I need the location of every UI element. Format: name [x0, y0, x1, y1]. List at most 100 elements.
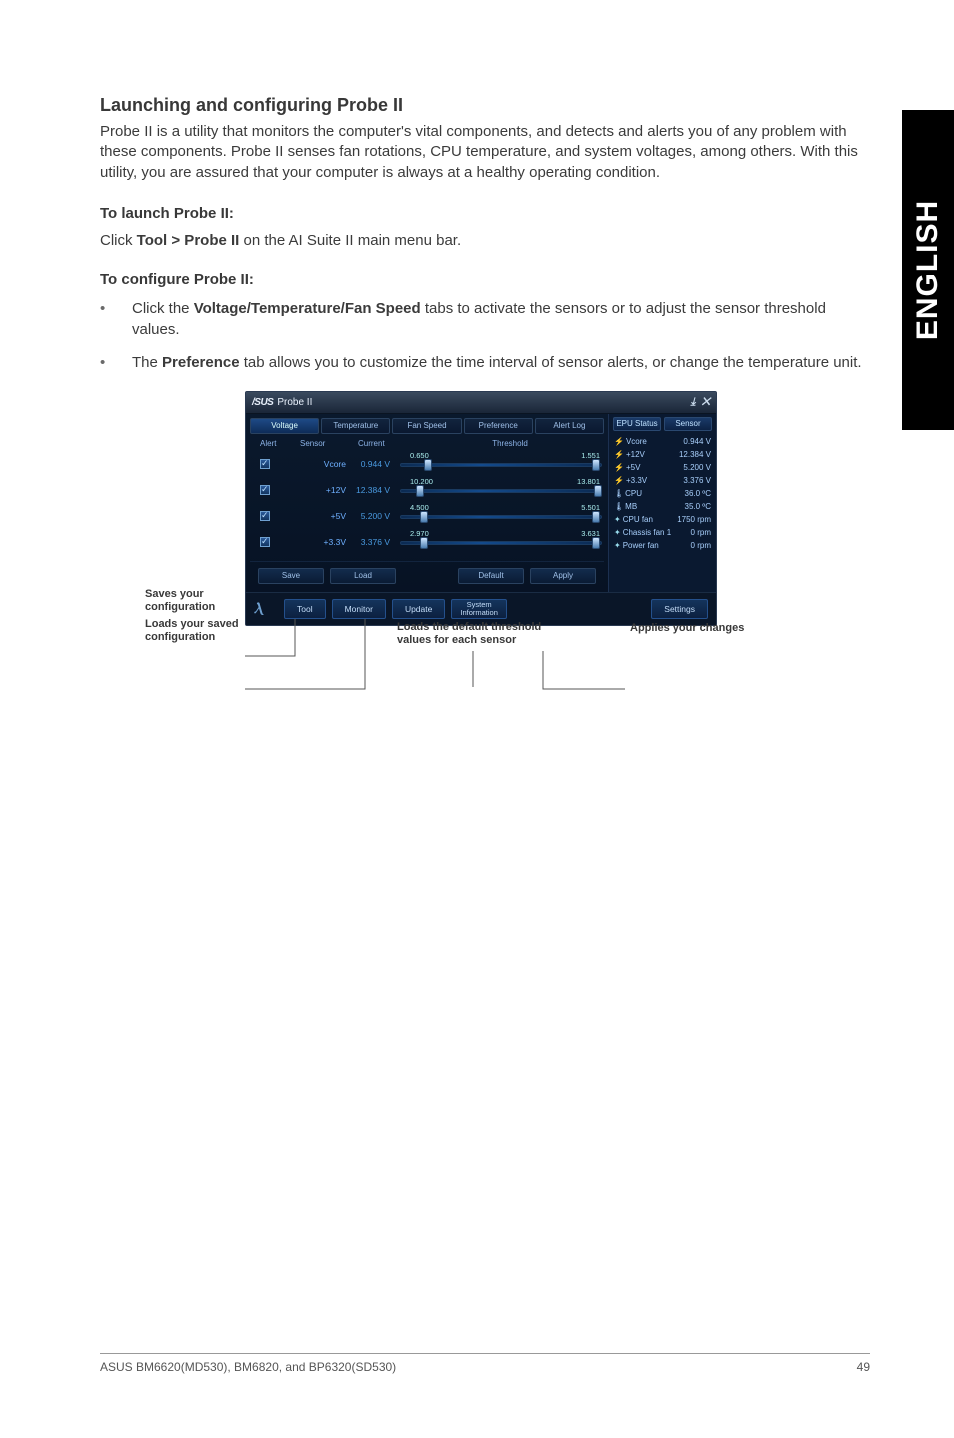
launch-line: Click Tool > Probe II on the AI Suite II… — [100, 232, 870, 249]
sensor-row: +5V5.200 V4.5005.501 — [250, 503, 604, 529]
window-controls[interactable]: ⤓ ✕ — [691, 396, 710, 409]
txt: The — [132, 354, 162, 371]
intro-paragraph: Probe II is a utility that monitors the … — [100, 122, 870, 183]
status-value: 0.944 V — [683, 437, 711, 446]
sensor-current: 3.376 V — [346, 537, 396, 547]
txt: Click the — [132, 300, 194, 317]
window-title: Probe II — [277, 397, 312, 408]
tab-preference[interactable]: Preference — [464, 418, 533, 434]
status-line: Vcore 0.944 V — [613, 435, 712, 448]
status-line: +5V 5.200 V — [613, 461, 712, 474]
default-button[interactable]: Default — [458, 568, 524, 584]
titlebar: /SUS Probe II ⤓ ✕ — [246, 392, 716, 414]
list-item: • Click the Voltage/Temperature/Fan Spee… — [100, 298, 870, 340]
sensor-current: 5.200 V — [346, 511, 396, 521]
action-buttons: Save Load Default Apply — [250, 561, 604, 590]
main-tabs: Voltage Temperature Fan Speed Preference… — [250, 418, 604, 434]
status-name: +12V — [614, 450, 645, 459]
status-value: 3.376 V — [683, 476, 711, 485]
txt-bold: Voltage/Temperature/Fan Speed — [194, 300, 421, 317]
sensor-name: +3.3V — [298, 537, 346, 547]
bullet-dot: • — [100, 352, 132, 373]
sensor-row: +12V12.384 V 10.20013.801 — [250, 477, 604, 503]
status-name: Chassis fan 1 — [614, 528, 671, 537]
bullet-text: Click the Voltage/Temperature/Fan Speed … — [132, 298, 870, 340]
callout-apply: Applies your changes — [630, 622, 790, 635]
status-panel: EPU Status Sensor Vcore 0.944 V +12V 12.384… — [608, 414, 716, 592]
status-line: +12V 12.384 V — [613, 448, 712, 461]
sensor-current: 0.944 V — [346, 459, 396, 469]
settings-button[interactable]: Settings — [651, 599, 708, 619]
txt-bold: Tool > Probe II — [137, 232, 240, 249]
sensor-row: Vcore0.944 V 0.6501.551 — [250, 451, 604, 477]
alert-checkbox[interactable] — [260, 511, 270, 521]
tab-sensor[interactable]: Sensor — [664, 417, 712, 431]
monitor-button[interactable]: Monitor — [332, 599, 386, 619]
footer-page-number: 49 — [857, 1360, 870, 1374]
txt: on the AI Suite II main menu bar. — [239, 232, 461, 249]
tab-epu-status[interactable]: EPU Status — [613, 417, 661, 431]
bullet-text: The Preference tab allows you to customi… — [132, 352, 870, 373]
status-name: Vcore — [614, 437, 647, 446]
sensor-rows: Vcore0.944 V 0.6501.551 +12V12.384 V 10.200… — [250, 451, 604, 555]
sensor-row: +3.3V3.376 V 2.9703.631 — [250, 529, 604, 555]
callout-save: Saves your configuration — [145, 588, 255, 614]
status-value: 36.0 ºC — [685, 489, 712, 498]
apply-button[interactable]: Apply — [530, 568, 596, 584]
hdr-alert: Alert — [260, 439, 300, 448]
status-name: +5V — [614, 463, 640, 472]
status-value: 1750 rpm — [677, 515, 711, 524]
threshold-slider[interactable]: 10.20013.801 — [400, 483, 602, 497]
status-value: 12.384 V — [679, 450, 711, 459]
probe-window: /SUS Probe II ⤓ ✕ Voltage Temperature Fa… — [245, 391, 717, 626]
threshold-slider[interactable]: 0.6501.551 — [400, 457, 602, 471]
alert-checkbox[interactable] — [260, 537, 270, 547]
tab-alert-log[interactable]: Alert Log — [535, 418, 604, 434]
threshold-slider[interactable]: 4.5005.501 — [400, 509, 602, 523]
update-button[interactable]: Update — [392, 599, 445, 619]
sensor-name: +12V — [298, 485, 346, 495]
callout-load: Loads your saved configuration — [145, 618, 275, 644]
bullet-dot: • — [100, 298, 132, 340]
status-name: MB — [614, 502, 637, 511]
tab-temperature[interactable]: Temperature — [321, 418, 390, 434]
hdr-current: Current — [358, 439, 418, 448]
system-info-button[interactable]: SystemInformation — [451, 599, 507, 619]
main-panel: Voltage Temperature Fan Speed Preference… — [246, 414, 608, 592]
brand-logo: /SUS — [252, 397, 273, 408]
volt-stats: Vcore0.944 V+12V12.384 V+5V5.200 V+3.3V3… — [613, 435, 712, 487]
status-line: CPU 36.0 ºC — [613, 487, 712, 500]
column-headers: Alert Sensor Current Threshold — [250, 436, 604, 451]
configure-heading: To configure Probe II: — [100, 271, 870, 288]
status-line: Chassis fan 1 0 rpm — [613, 526, 712, 539]
side-tab: ENGLISH — [902, 110, 954, 430]
section-heading: Launching and configuring Probe II — [100, 95, 870, 116]
sensor-name: Vcore — [298, 459, 346, 469]
save-button[interactable]: Save — [258, 568, 324, 584]
tab-fan-speed[interactable]: Fan Speed — [392, 418, 461, 434]
alert-checkbox[interactable] — [260, 459, 270, 469]
page-footer: ASUS BM6620(MD530), BM6820, and BP6320(S… — [100, 1353, 870, 1374]
side-tab-label: ENGLISH — [911, 200, 945, 340]
tool-button[interactable]: Tool — [284, 599, 326, 619]
hdr-threshold: Threshold — [418, 439, 602, 448]
tab-voltage[interactable]: Voltage — [250, 418, 319, 434]
status-line: MB35.0 ºC — [613, 500, 712, 513]
status-name: CPU — [614, 489, 642, 498]
list-item: • The Preference tab allows you to custo… — [100, 352, 870, 373]
status-value: 5.200 V — [683, 463, 711, 472]
status-line: CPU fan 1750 rpm — [613, 513, 712, 526]
status-line: Power fan0 rpm — [613, 539, 712, 552]
status-value: 0 rpm — [691, 528, 711, 537]
probe-figure: /SUS Probe II ⤓ ✕ Voltage Temperature Fa… — [205, 391, 765, 626]
status-name: Power fan — [614, 541, 659, 550]
load-button[interactable]: Load — [330, 568, 396, 584]
probe-body: Voltage Temperature Fan Speed Preference… — [246, 414, 716, 592]
txt-bold: Preference — [162, 354, 240, 371]
sensor-current: 12.384 V — [346, 485, 396, 495]
txt: Click — [100, 232, 137, 249]
threshold-slider[interactable]: 2.9703.631 — [400, 535, 602, 549]
alert-checkbox[interactable] — [260, 485, 270, 495]
status-name: CPU fan — [614, 515, 653, 524]
bullet-list: • Click the Voltage/Temperature/Fan Spee… — [100, 298, 870, 373]
